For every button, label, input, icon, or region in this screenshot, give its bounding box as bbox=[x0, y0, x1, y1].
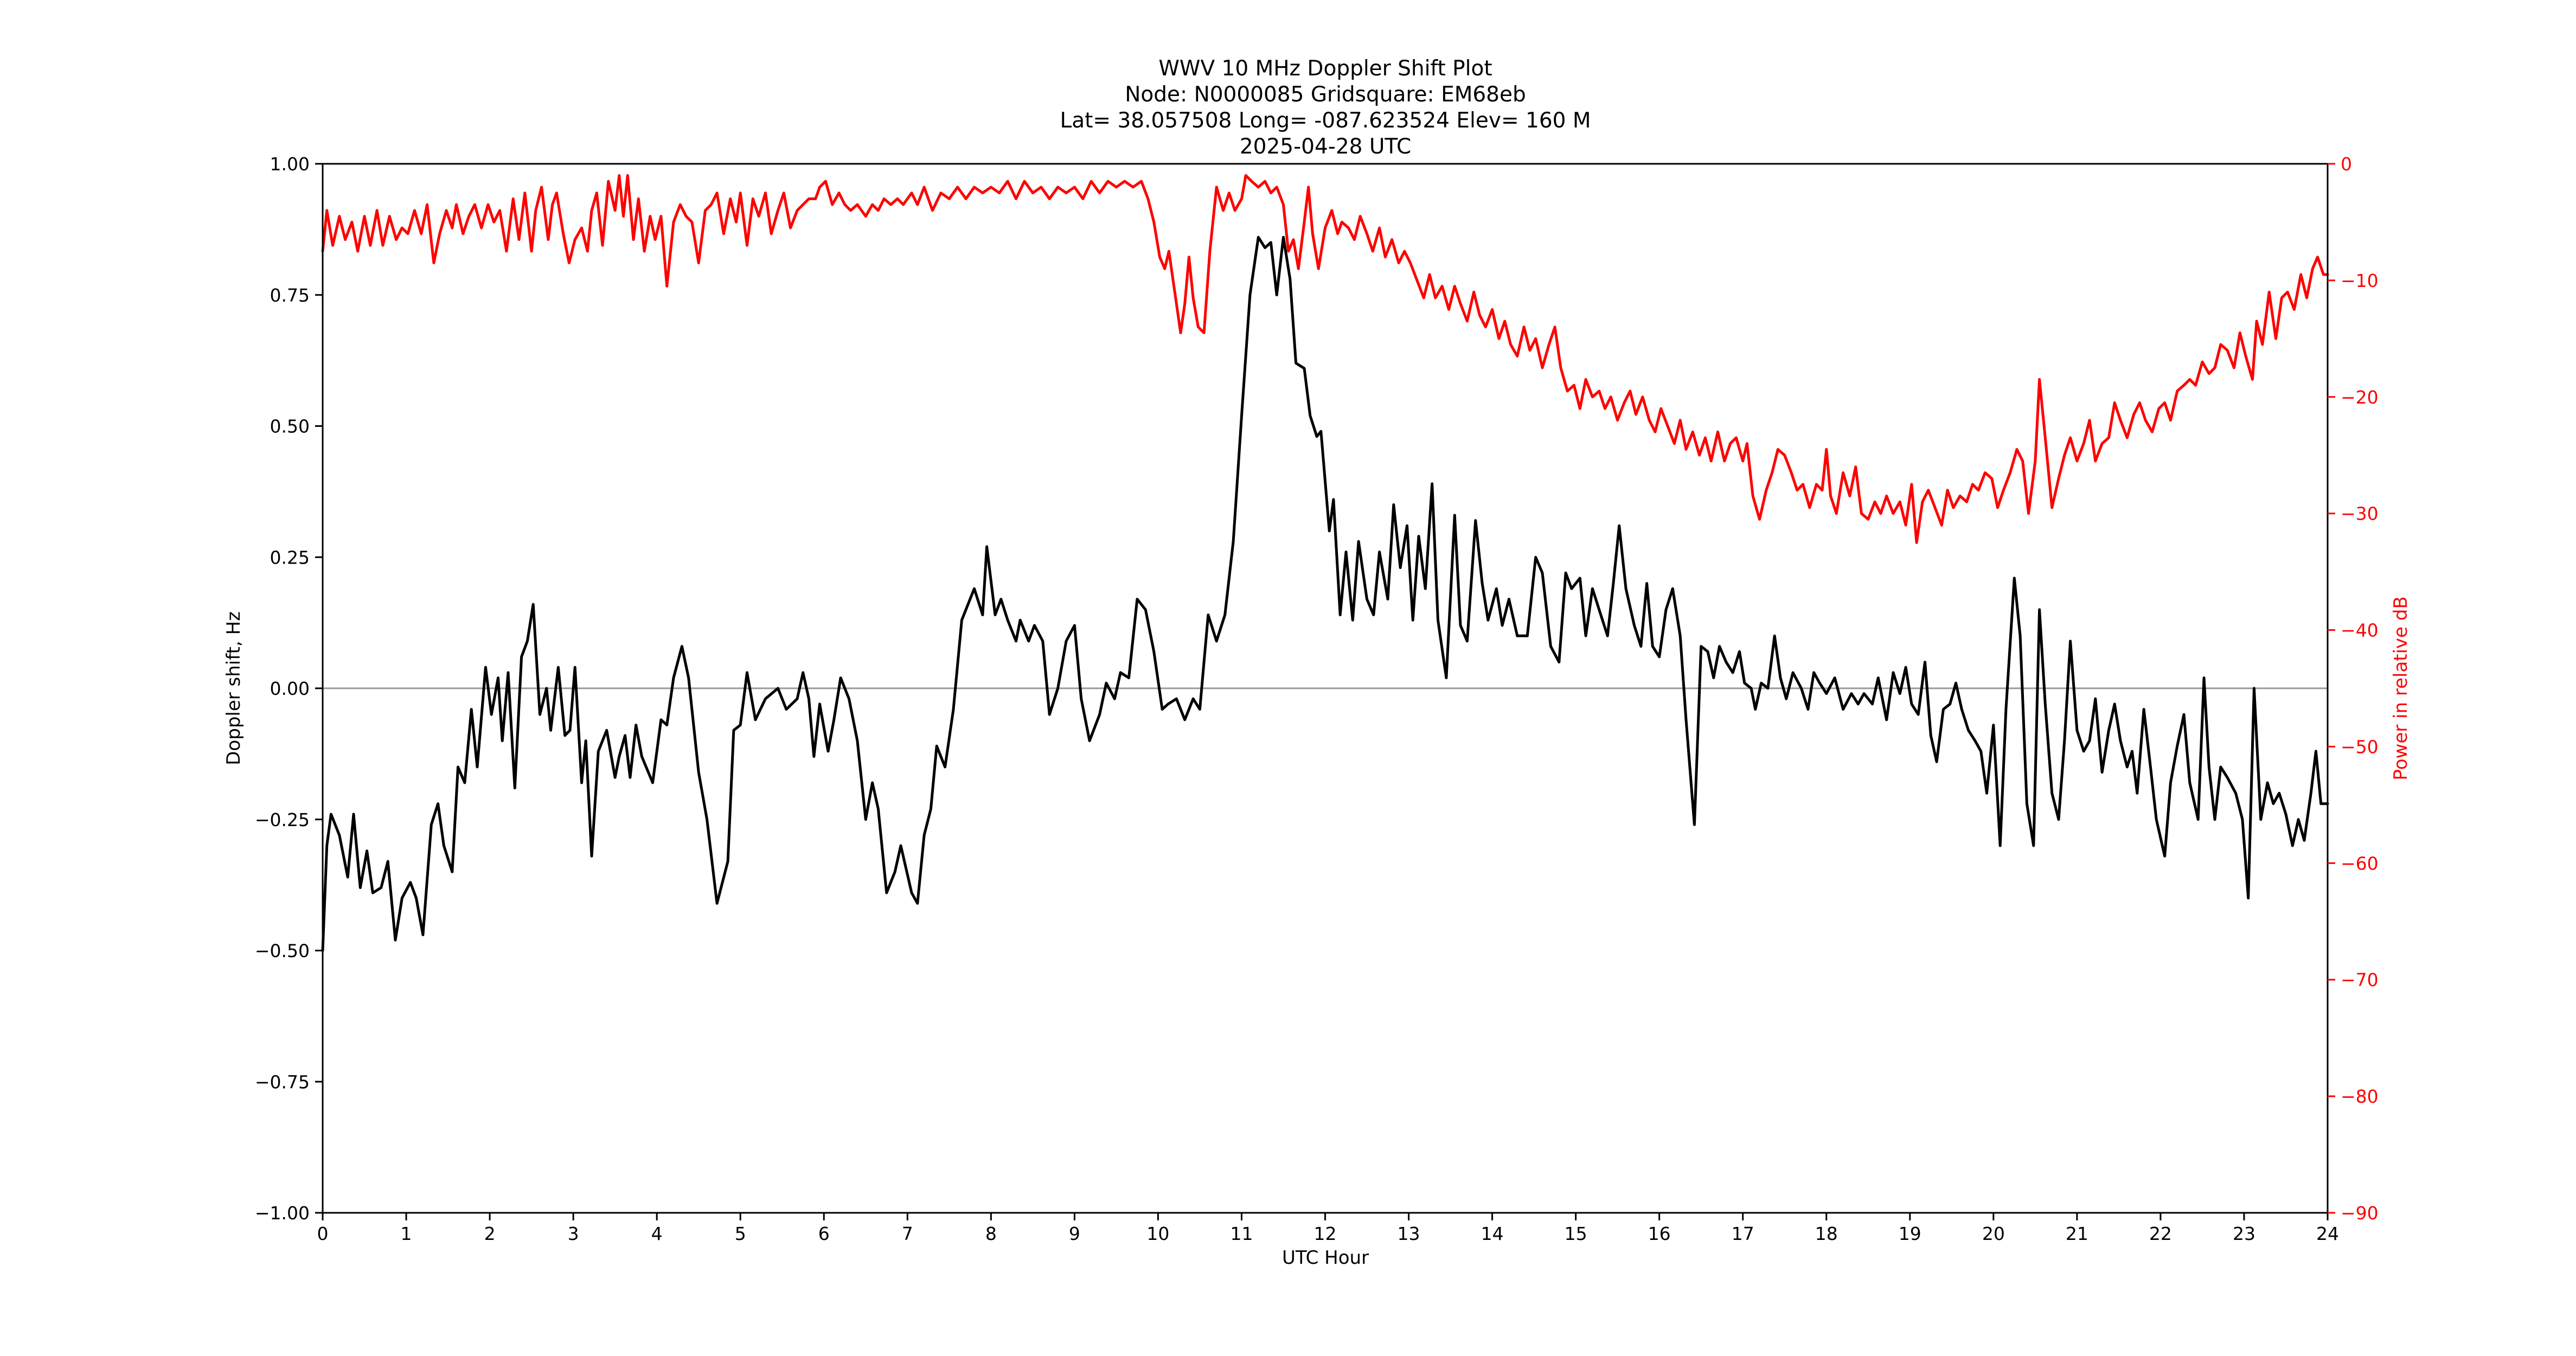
x-tick-label: 7 bbox=[902, 1223, 913, 1244]
x-tick-label: 24 bbox=[2316, 1223, 2339, 1244]
y-axis-right-label: Power in relative dB bbox=[2390, 596, 2412, 780]
x-tick-label: 14 bbox=[1481, 1223, 1504, 1244]
y-right-tick-label: −20 bbox=[2341, 387, 2379, 408]
y-left-tick-label: −0.25 bbox=[255, 809, 310, 830]
x-tick-label: 22 bbox=[2149, 1223, 2172, 1244]
y-left-tick-label: −0.50 bbox=[255, 941, 310, 962]
x-tick-label: 16 bbox=[1648, 1223, 1671, 1244]
chart-title: WWV 10 MHz Doppler Shift Plot Node: N000… bbox=[1060, 56, 1591, 159]
x-tick-label: 11 bbox=[1230, 1223, 1253, 1244]
y-right-tick-label: −80 bbox=[2341, 1086, 2379, 1107]
x-tick-label: 1 bbox=[401, 1223, 412, 1244]
title-line-2: Node: N0000085 Gridsquare: EM68eb bbox=[1125, 82, 1526, 107]
y-right-tick-label: 0 bbox=[2341, 153, 2352, 175]
x-tick-label: 3 bbox=[568, 1223, 579, 1244]
x-tick-label: 5 bbox=[735, 1223, 746, 1244]
y-left-tick-label: 0.50 bbox=[270, 416, 310, 437]
y-right-tick-label: −10 bbox=[2341, 270, 2379, 291]
x-tick-label: 12 bbox=[1314, 1223, 1337, 1244]
x-tick-label: 6 bbox=[818, 1223, 830, 1244]
x-tick-label: 19 bbox=[1899, 1223, 1921, 1244]
y-right-tick-label: −90 bbox=[2341, 1203, 2379, 1224]
x-tick-label: 20 bbox=[1982, 1223, 2005, 1244]
x-axis: 0 1 2 3 4 5 6 7 8 9 10 11 12 13 14 15 16 17 18 19 20 21 22 23 24 bbox=[317, 1213, 2339, 1244]
x-tick-label: 8 bbox=[985, 1223, 997, 1244]
title-line-1: WWV 10 MHz Doppler Shift Plot bbox=[1158, 56, 1492, 81]
y-left-tick-label: 1.00 bbox=[270, 153, 310, 175]
y-right-tick-label: −70 bbox=[2341, 969, 2379, 990]
x-tick-label: 18 bbox=[1815, 1223, 1838, 1244]
title-line-3: Lat= 38.057508 Long= -087.623524 Elev= 1… bbox=[1060, 108, 1591, 133]
y-left-tick-label: −0.75 bbox=[255, 1071, 310, 1092]
x-tick-label: 2 bbox=[484, 1223, 496, 1244]
y-axis-left-label: Doppler shift, Hz bbox=[223, 611, 245, 765]
y-left-tick-label: 0.00 bbox=[270, 678, 310, 699]
x-tick-label: 23 bbox=[2233, 1223, 2255, 1244]
power-series-line bbox=[321, 174, 2329, 544]
x-tick-label: 15 bbox=[1565, 1223, 1587, 1244]
x-tick-label: 0 bbox=[317, 1223, 329, 1244]
y-right-tick-label: −40 bbox=[2341, 620, 2379, 641]
x-tick-label: 21 bbox=[2066, 1223, 2088, 1244]
y-right-tick-label: −50 bbox=[2341, 736, 2379, 757]
x-axis-label: UTC Hour bbox=[1282, 1247, 1369, 1269]
doppler-series-line bbox=[321, 235, 2329, 952]
y-axis-right: 0 −10 −20 −30 −40 −50 −60 −70 −80 −90 bbox=[2328, 153, 2379, 1224]
x-tick-label: 9 bbox=[1069, 1223, 1080, 1244]
y-right-tick-label: −30 bbox=[2341, 503, 2379, 525]
x-tick-label: 4 bbox=[651, 1223, 663, 1244]
series-layer bbox=[321, 174, 2329, 952]
y-axis-left: 1.00 0.75 0.50 0.25 0.00 −0.25 −0.50 −0.75 −1.00 bbox=[255, 153, 323, 1224]
x-tick-label: 13 bbox=[1398, 1223, 1420, 1244]
x-tick-label: 17 bbox=[1732, 1223, 1754, 1244]
y-right-tick-label: −60 bbox=[2341, 853, 2379, 874]
x-tick-label: 10 bbox=[1146, 1223, 1169, 1244]
y-left-tick-label: 0.75 bbox=[270, 285, 310, 306]
y-left-tick-label: −1.00 bbox=[255, 1203, 310, 1224]
y-left-tick-label: 0.25 bbox=[270, 547, 310, 568]
title-line-4: 2025-04-28 UTC bbox=[1240, 135, 1411, 159]
